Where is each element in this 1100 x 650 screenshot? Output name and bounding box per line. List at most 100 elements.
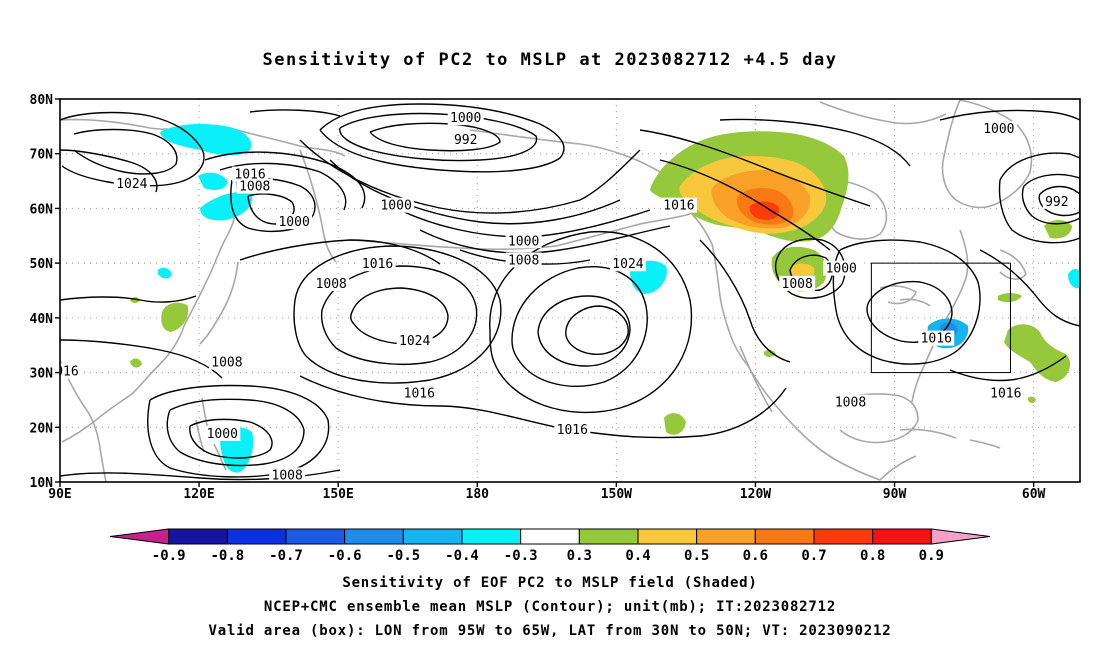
- contour-label-bg: [660, 197, 697, 213]
- colorbar-label: 0.3: [567, 548, 592, 564]
- contour-label-bg: [918, 330, 955, 346]
- contour-label-bg: [204, 425, 241, 441]
- contour-label: 992: [454, 133, 477, 148]
- contour-label-bg: [396, 332, 433, 348]
- positive-region-15: [1028, 396, 1036, 403]
- contour-label-bg: [401, 385, 438, 401]
- contour-label-bg: [208, 354, 245, 370]
- contour-label: 1008: [211, 356, 242, 371]
- contour-label-bg: [451, 132, 480, 148]
- contour-label-bg: [447, 110, 484, 126]
- colorbar-label: 0.7: [801, 548, 826, 564]
- contour-label-bg: [823, 260, 860, 276]
- contour-label-bg: [980, 121, 1017, 137]
- contour-labels: 1000 992 1024 1016 1008 1000 1000 1000 1008 1016 1…: [55, 110, 1071, 483]
- caption-line-3: Valid area (box): LON from 95W to 65W, L…: [208, 623, 892, 639]
- contour-label-bg: [505, 252, 542, 268]
- lon-tick-label: 180: [466, 487, 490, 502]
- lat-tick-label: 50N: [30, 257, 54, 272]
- colorbar-label: 0.6: [743, 548, 768, 564]
- contour-label: 1000: [508, 234, 539, 249]
- contour-label-bg: [60, 363, 81, 379]
- contour-label-bg: [505, 233, 542, 249]
- contour-label: 1016: [557, 423, 588, 438]
- lat-tick-label: 10N: [30, 476, 54, 491]
- contour-label-bg: [378, 197, 415, 213]
- negative-region-3: [200, 191, 253, 221]
- positive-region-13: [1044, 220, 1072, 239]
- caption-line-2: NCEP+CMC ensemble mean MSLP (Contour); u…: [263, 599, 837, 615]
- lat-tick-label: 20N: [30, 421, 54, 436]
- contour-label-bg: [232, 166, 269, 182]
- lon-tick-label: 150E: [323, 487, 354, 502]
- positive-region-16: [764, 349, 776, 357]
- colorbar-bin: [754, 528, 815, 545]
- colorbar-label: -0.4: [445, 548, 479, 564]
- colorbar-bin: [813, 528, 874, 545]
- contour-label-bg: [276, 214, 313, 230]
- contour-label-bg: [113, 175, 150, 191]
- contour-label-bg: [554, 422, 591, 438]
- contour-label: 1016: [990, 386, 1021, 401]
- lat-tick-label: 70N: [30, 148, 54, 163]
- colorbar-arrow-left: [109, 528, 170, 545]
- contour-label: 1008: [782, 277, 813, 292]
- colorbar-bin: [461, 528, 522, 545]
- positive-region-5: [749, 201, 780, 220]
- lat-tick-label: 40N: [30, 312, 54, 327]
- lon-tick-label: 120E: [183, 487, 214, 502]
- caption-line-1: Sensitivity of EOF PC2 to MSLP field (Sh…: [342, 575, 758, 591]
- colorbar-label: 0.9: [919, 548, 944, 564]
- contour-label: 1016: [404, 386, 435, 401]
- valid-area-box: [870, 262, 1011, 374]
- plot-frame: [59, 98, 1081, 483]
- contour-label: 1000: [380, 199, 411, 214]
- contour-label-bg: [269, 467, 306, 482]
- contour-label: 1016: [362, 257, 393, 272]
- negative-region-7: [1068, 268, 1080, 289]
- contour-label: 1008: [316, 277, 347, 292]
- contour-label: 1008: [272, 468, 303, 483]
- positive-region-12: [1004, 324, 1071, 382]
- colorbar-bin: [226, 528, 287, 545]
- contour-label: 1016: [921, 332, 952, 347]
- contour-label: 1024: [399, 334, 430, 349]
- contour-label-bg: [779, 275, 816, 291]
- mslp-contours: [60, 103, 1080, 481]
- lat-tick-label: 80N: [30, 93, 54, 108]
- positive-region-8: [161, 302, 189, 332]
- contour-label: 016: [55, 364, 78, 379]
- colorbar-bin: [520, 528, 580, 545]
- lon-tick-label: 150W: [601, 487, 632, 502]
- colorbar-bin: [168, 528, 228, 545]
- map-title: Sensitivity of PC2 to MSLP at 2023082712…: [262, 50, 838, 70]
- lon-tick-label: 120W: [740, 487, 771, 502]
- contour-label-bg: [313, 275, 350, 291]
- lon-tick-label: 90E: [48, 487, 71, 502]
- contour-label: 1008: [239, 180, 270, 195]
- contour-label-bg: [987, 385, 1024, 401]
- contour-label: 1008: [835, 396, 866, 411]
- contour-label: 1000: [450, 111, 481, 126]
- contour-label-bg: [832, 394, 869, 410]
- colorbar-label: 0.8: [860, 548, 885, 564]
- colorbar-label: -0.6: [328, 548, 362, 564]
- contour-label: 1016: [663, 199, 694, 214]
- lon-tick-label: 90W: [883, 487, 907, 502]
- colorbar-bin: [696, 528, 756, 545]
- contour-label: 1000: [278, 215, 309, 230]
- contour-label: 1024: [116, 177, 147, 192]
- contour-label: 1024: [612, 257, 643, 272]
- negative-region-2: [198, 172, 228, 190]
- contour-label-bg: [609, 256, 646, 272]
- contour-label-bg: [236, 178, 273, 194]
- lon-tick-label: 60W: [1022, 487, 1046, 502]
- colorbar-bin: [872, 528, 932, 545]
- contour-label: 1000: [207, 427, 238, 442]
- colorbar-label: 0.4: [625, 548, 650, 564]
- negative-region-1: [160, 124, 252, 156]
- colorbar: -0.9 -0.8 -0.7 -0.6 -0.5 -0.4 -0.3 0.3 0.4 0.5 0.6…: [109, 528, 991, 564]
- colorbar-bin: [637, 528, 698, 545]
